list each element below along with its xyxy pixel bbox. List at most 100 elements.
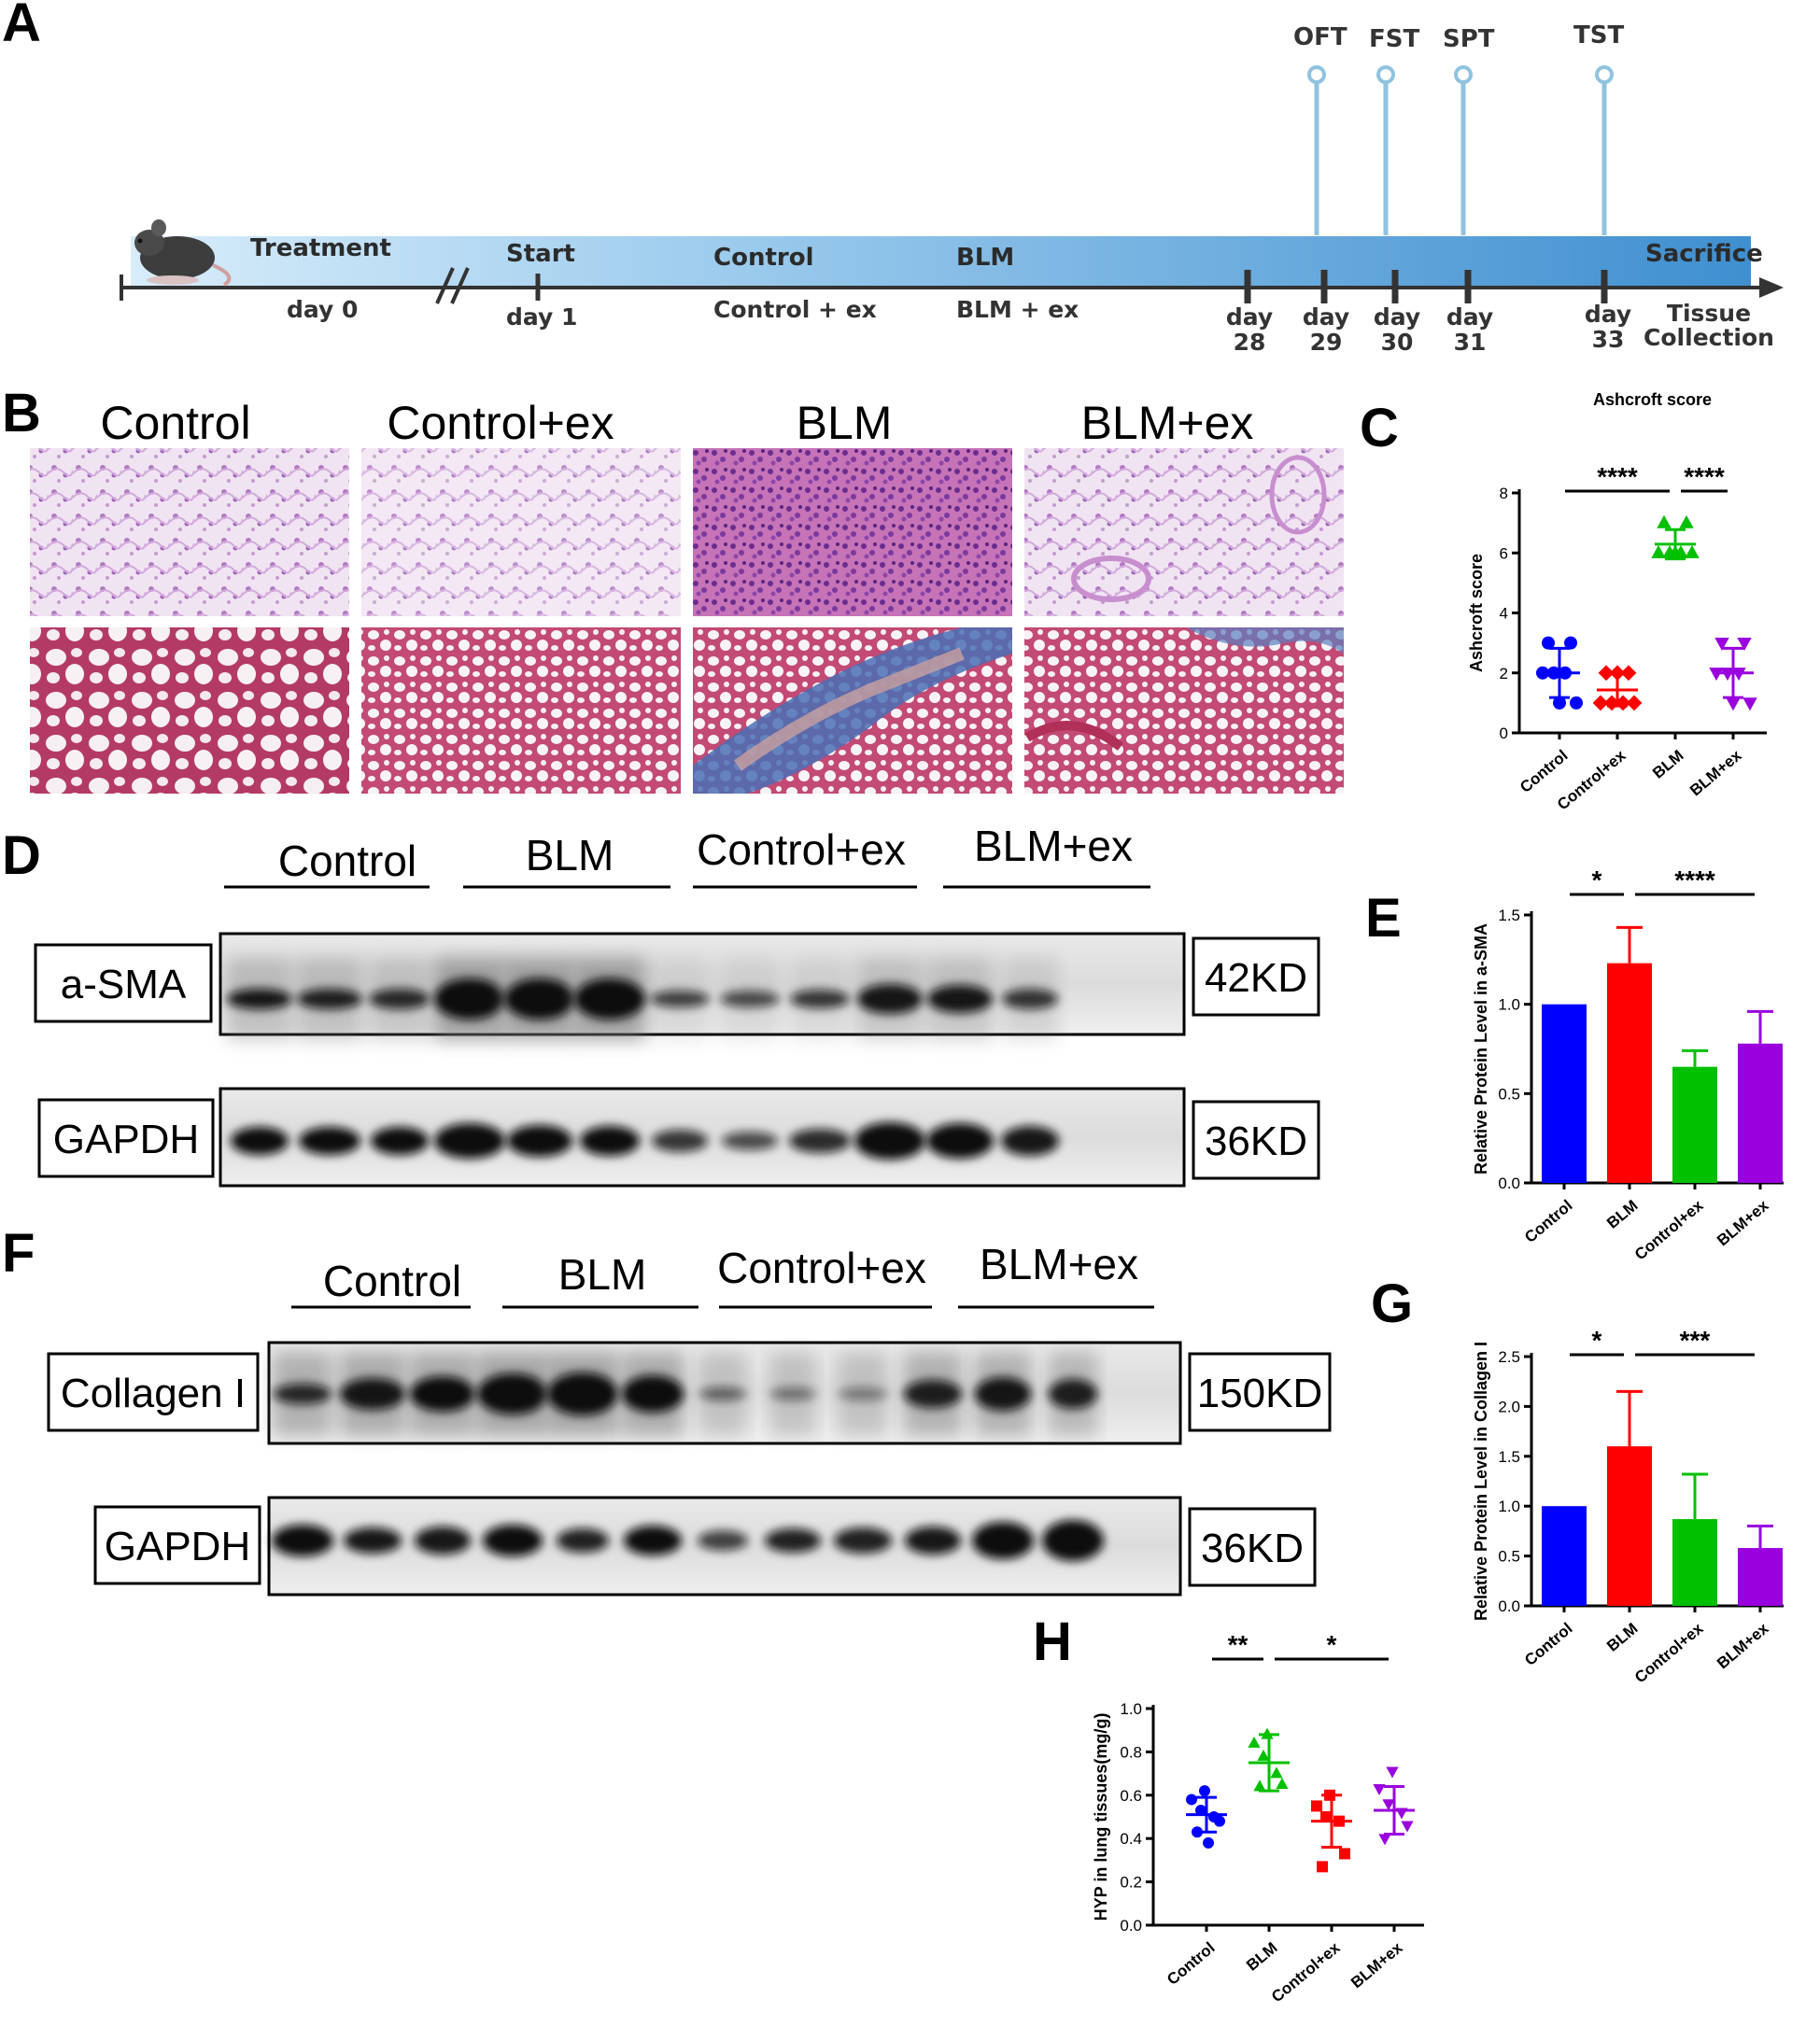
he-vessel-blm-ex (1071, 556, 1151, 602)
wb-band (227, 989, 292, 1009)
tst-marker-head (1595, 65, 1614, 84)
timeline-collection: Collection (1644, 324, 1774, 351)
wb-f-bands-collagen (274, 1352, 1097, 1436)
data-point (1386, 1766, 1399, 1779)
wb-band (770, 1387, 815, 1400)
bar (1672, 1066, 1717, 1183)
bar (1672, 1519, 1717, 1606)
timeline-label-day1: day 1 (506, 303, 577, 331)
timeline-day33-num: 33 (1592, 326, 1625, 353)
he-vessel-blm-ex-2 (1269, 455, 1327, 535)
timeline-break-2 (450, 267, 470, 304)
chart-title: Ashcroft score (1593, 390, 1712, 409)
wb-band (340, 1378, 405, 1410)
wb-band (477, 1373, 548, 1414)
wb-band (904, 1380, 962, 1408)
y-tick-label: 6 (1500, 544, 1508, 562)
timeline-label-blm-ex: BLM + ex (956, 296, 1079, 323)
masson-image-blm-ex (1024, 627, 1344, 794)
significance-label: *** (1680, 1326, 1711, 1355)
y-tick-label: 0.4 (1120, 1830, 1142, 1848)
wb-f-size-collagen: 150KD (1197, 1371, 1323, 1416)
wb-f-size-gapdh: 36KD (1201, 1526, 1304, 1571)
timeline-arrowhead (1759, 277, 1784, 298)
wb-band (1049, 1379, 1097, 1409)
bar (1542, 1506, 1587, 1606)
wb-d-size-box-gapdh (1192, 1100, 1320, 1180)
y-tick-label: 2 (1500, 665, 1508, 682)
wb-band (624, 1526, 682, 1555)
wb-d-protein-gapdh: GAPDH (53, 1117, 199, 1162)
data-point (1186, 1794, 1197, 1806)
data-point (1317, 1861, 1328, 1873)
wb-band (722, 1132, 778, 1150)
spt-marker-head (1454, 65, 1473, 84)
data-point (1199, 1785, 1210, 1797)
x-tick-label: BLM+ex (1686, 746, 1745, 799)
he-image-blm (693, 448, 1012, 616)
panel-label-e: E (1365, 888, 1402, 949)
wb-band (547, 1372, 618, 1415)
wb-band (434, 978, 505, 1020)
chart-g-collagen: 0.0 0.5 1.0 1.5 2.0 2.5 Relative Protein Level… (1472, 1326, 1784, 1686)
histology-title-control-ex: Control+ex (387, 397, 614, 449)
chart-e-asma: 0.0 0.5 1.0 1.5 Relative Protein Level in a-… (1472, 865, 1784, 1263)
panel-label-g: G (1371, 1273, 1413, 1334)
x-tick-label: BLM (1649, 747, 1686, 782)
wb-band (580, 1126, 640, 1156)
y-tick-label: 1.5 (1498, 1448, 1520, 1466)
data-point (1311, 1800, 1322, 1812)
panel-label-a: A (2, 0, 41, 53)
wb-band (839, 1387, 887, 1400)
bar (1607, 963, 1652, 1183)
test-label-fst: FST (1369, 25, 1419, 53)
x-tick-label: BLM+ex (1714, 1619, 1772, 1672)
wb-d-protein-asma: a-SMA (61, 962, 187, 1007)
x-tick-label: Control (1164, 1939, 1219, 1989)
wb-d-group-control: Control (278, 837, 416, 885)
wb-band (557, 1528, 609, 1553)
wb-d-size-gapdh: 36KD (1205, 1119, 1307, 1164)
data-point (1257, 1749, 1270, 1761)
y-axis-label: Relative Protein Level in a-SMA (1472, 923, 1490, 1175)
x-tick-label: Control+ex (1631, 1619, 1707, 1686)
y-tick-label: 0.5 (1498, 1085, 1520, 1103)
data-point (1626, 695, 1643, 711)
data-point (1248, 1736, 1261, 1748)
wb-band (483, 1525, 543, 1556)
significance-label: * (1327, 1630, 1337, 1659)
bar (1542, 1004, 1587, 1183)
oft-marker-head (1307, 65, 1326, 84)
wb-band (834, 1527, 892, 1554)
masson-vessel-blm (733, 647, 965, 771)
data-point (1339, 1848, 1350, 1860)
histology-title-control: Control (100, 397, 250, 449)
timeline-label-treatment: Treatment (250, 234, 391, 262)
timeline-label-start: Start (506, 240, 575, 268)
significance-label: * (1592, 865, 1602, 894)
panel-label-f: F (2, 1223, 35, 1284)
wb-band (1042, 1520, 1104, 1561)
data-point (1320, 1811, 1332, 1822)
y-axis-label: Ashcroft score (1467, 554, 1486, 672)
panel-label-b: B (2, 383, 41, 443)
test-label-tst: TST (1573, 21, 1624, 49)
data-point (1737, 638, 1752, 652)
data-point (1401, 1821, 1414, 1833)
wb-d-bands-gapdh (231, 1122, 1059, 1160)
wb-band (927, 985, 993, 1013)
y-tick-label: 0.0 (1498, 1175, 1520, 1192)
histology-title-blm: BLM (797, 397, 893, 449)
wb-band (857, 984, 923, 1014)
timeline-bar (131, 236, 1751, 288)
significance-label: **** (1597, 462, 1638, 491)
y-axis-label: Relative Protein Level in Collagen I (1472, 1342, 1490, 1621)
wb-band (720, 991, 780, 1007)
timeline-break-1 (435, 267, 455, 304)
timeline-day30-word: day (1374, 303, 1420, 331)
panel-label-c: C (1360, 398, 1399, 458)
wb-band (507, 1125, 572, 1157)
wb-f-label-box-gapdh (93, 1505, 261, 1585)
wb-band (415, 1527, 471, 1555)
